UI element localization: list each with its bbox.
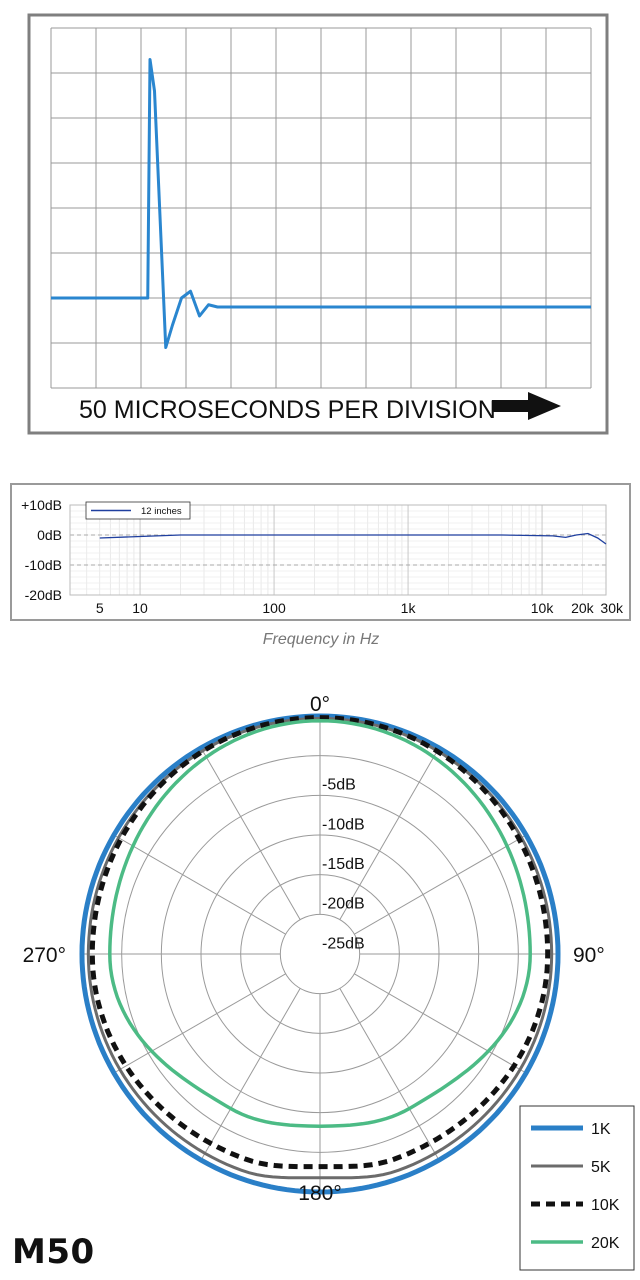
polar-series-1k xyxy=(79,713,561,1195)
polar-legend-label: 20K xyxy=(591,1235,620,1252)
frequency-x-tick-label: 10k xyxy=(531,600,555,616)
frequency-x-tick-label: 5 xyxy=(96,600,104,616)
polar-grid-spoke xyxy=(200,988,301,1161)
polar-pattern-chart: 0° 90° 180° 270° -5dB -10dB -15dB -20dB -25dB 1K… xyxy=(23,693,635,1271)
polar-grid-spoke xyxy=(339,988,440,1161)
frequency-y-tick-label: 0dB xyxy=(37,527,62,543)
polar-radial-label: -15dB xyxy=(322,856,365,873)
frequency-y-tick-label: +10dB xyxy=(21,497,62,513)
impulse-frame xyxy=(27,13,609,435)
frequency-x-tick-label: 100 xyxy=(262,600,286,616)
frequency-y-tick-label: -10dB xyxy=(25,557,62,573)
polar-grid-ring xyxy=(279,913,361,995)
frequency-x-tick-label: 1k xyxy=(401,600,417,616)
frequency-x-label: Frequency in Hz xyxy=(263,631,380,648)
frequency-x-tick-label: 10 xyxy=(132,600,148,616)
arrow-right-icon xyxy=(492,392,561,420)
polar-grid-spoke xyxy=(113,973,286,1074)
polar-series-10k xyxy=(89,715,551,1170)
polar-legend-label: 5K xyxy=(591,1159,611,1176)
frequency-legend-box xyxy=(85,501,191,520)
polar-legend-label: 10K xyxy=(591,1197,620,1214)
frequency-series-line xyxy=(99,532,607,545)
polar-series-5k xyxy=(86,716,554,1180)
polar-angle-label: 0° xyxy=(310,693,330,716)
polar-angle-label: 270° xyxy=(23,944,66,967)
polar-legend-label: 1K xyxy=(591,1121,611,1138)
frequency-legend-label: 12 inches xyxy=(141,506,182,517)
polar-radial-label: -5dB xyxy=(322,777,356,794)
frequency-response-chart: +10dB 0dB -10dB -20dB 5 10 100 1k 10k 20k 30k 12 i… xyxy=(10,483,631,648)
frequency-plot-area xyxy=(69,504,607,596)
polar-radial-label: -25dB xyxy=(322,935,365,952)
polar-radial-label: -10dB xyxy=(322,816,365,833)
polar-grid-spoke xyxy=(354,834,527,935)
polar-grid-spoke xyxy=(113,834,286,935)
impulse-series-line xyxy=(51,58,591,349)
polar-grid-spoke xyxy=(339,747,440,920)
polar-angle-label: 90° xyxy=(573,944,605,967)
impulse-response-chart: 50 MICROSECONDS PER DIVISION xyxy=(27,13,609,435)
polar-radial-label: -20dB xyxy=(322,896,365,913)
polar-grid-spoke xyxy=(200,747,301,920)
polar-series-20k xyxy=(108,719,532,1128)
frequency-legend: 12 inches xyxy=(85,501,191,520)
frequency-x-tick-label: 30k xyxy=(600,600,624,616)
polar-angle-label: 180° xyxy=(298,1182,341,1205)
brand-logo-text: M50 xyxy=(12,1232,95,1272)
frequency-y-tick-label: -20dB xyxy=(25,587,62,603)
polar-grid-spoke xyxy=(354,973,527,1074)
polar-legend: 1K 5K 10K 20K xyxy=(519,1105,635,1271)
impulse-x-label: 50 MICROSECONDS PER DIVISION xyxy=(79,396,496,424)
frequency-x-tick-label: 20k xyxy=(571,600,595,616)
